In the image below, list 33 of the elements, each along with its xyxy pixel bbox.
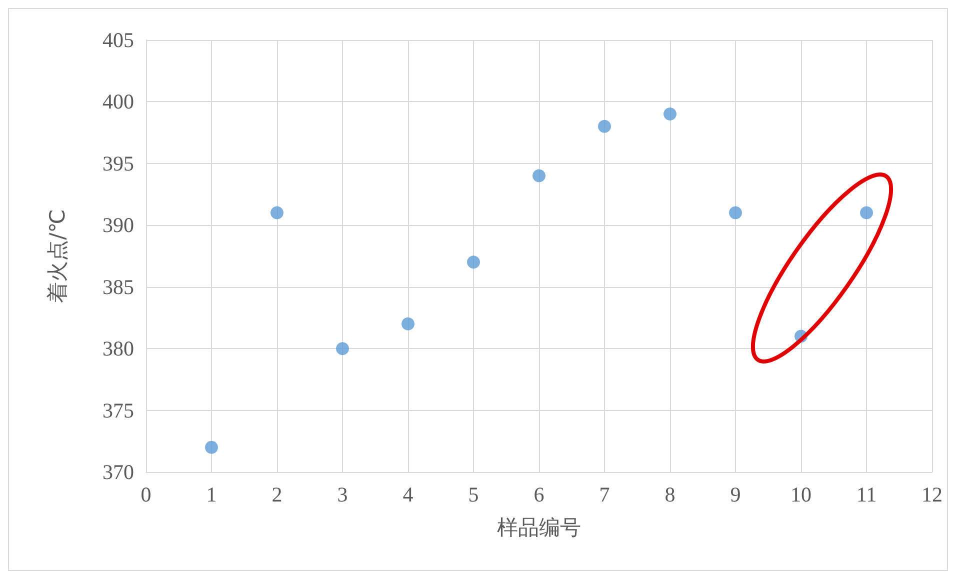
x-tick-label: 11 <box>856 482 877 506</box>
x-tick-label: 12 <box>922 482 942 506</box>
y-tick-label: 390 <box>102 213 134 238</box>
point <box>270 206 284 220</box>
y-tick-label: 375 <box>102 398 134 422</box>
point <box>402 317 414 330</box>
point <box>336 342 349 356</box>
x-tick-label: 9 <box>730 482 741 506</box>
y-tick-label: 405 <box>102 28 134 52</box>
x-tick-label: 1 <box>206 482 217 506</box>
x-tick-label: 10 <box>790 482 812 506</box>
y-tick-label: 395 <box>102 151 134 176</box>
y-tick-label: 400 <box>102 90 134 114</box>
point <box>860 206 873 220</box>
x-axis-title: 样品编号 <box>497 516 581 540</box>
y-axis-title: 着火点/℃ <box>46 209 70 303</box>
x-tick-label: 7 <box>599 482 610 506</box>
point <box>467 256 480 269</box>
point <box>598 120 611 133</box>
point <box>532 169 546 182</box>
point <box>729 206 742 220</box>
x-tick-label: 2 <box>272 482 282 506</box>
x-tick-label: 6 <box>534 482 544 506</box>
x-tick-label: 4 <box>402 482 414 506</box>
point <box>664 108 676 121</box>
point <box>205 440 218 454</box>
x-tick-label: 8 <box>664 482 676 506</box>
x-tick-label: 5 <box>468 482 479 506</box>
y-tick-label: 370 <box>102 460 134 484</box>
x-tick-label: 0 <box>140 482 152 506</box>
x-tick-label: 3 <box>337 482 348 506</box>
y-tick-label: 380 <box>102 336 134 361</box>
y-tick-label: 385 <box>102 274 134 299</box>
